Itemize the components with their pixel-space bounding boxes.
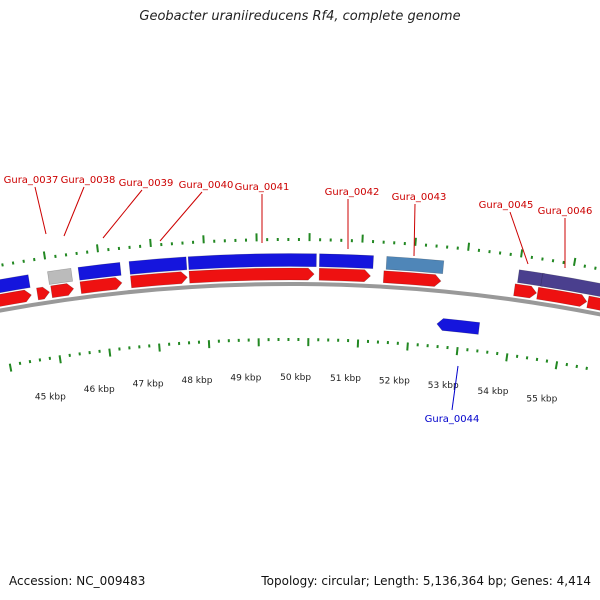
outer-tick-ring [1,233,597,270]
minor-tick [562,260,565,265]
minor-tick [545,359,549,363]
scale-label: 49 kbp [230,374,261,384]
gene-arrow [382,270,442,287]
gene-block [187,253,317,270]
gene-block [128,256,188,275]
major-tick [149,238,152,248]
callout-line [509,211,529,265]
minor-tick [28,359,32,364]
major-tick [108,348,112,357]
scale-label: 46 kbp [84,385,115,395]
scale-label: 53 kbp [428,381,459,391]
minor-tick [575,364,579,369]
major-tick [158,343,161,352]
scale-label: 48 kbp [181,376,212,386]
gene-block [385,256,445,275]
gene-block [0,274,31,294]
callout-line [63,186,85,237]
gene-track-outer [0,253,600,297]
gene-arrow [79,277,123,294]
scale-label: 51 kbp [330,374,361,384]
scale-label: 45 kbp [35,392,66,402]
gene-block [517,269,546,287]
major-tick [505,353,509,362]
scale-label: 54 kbp [478,387,509,397]
gene-block [540,272,600,297]
accession-label: Accession: NC_009483 [9,574,146,588]
gene-callouts: Gura_0037 Gura_0038 Gura_0039 Gura_0040 Gura… [4,175,593,425]
gene-reverse-arrow [436,318,481,335]
gene-arrow [318,267,371,283]
gene-label: Gura_0040 [179,180,234,191]
minor-tick [565,362,569,367]
scale-labels: 45 kbp 46 kbp 47 kbp 48 kbp 49 kbp 50 kbp 51 k… [35,373,558,404]
gene-label: Gura_0038 [61,175,116,186]
callout-line [102,189,143,239]
major-tick [406,342,409,351]
gene-arrow [513,283,537,299]
minor-tick [585,366,588,371]
gene-label: Gura_0037 [4,175,59,186]
backbone-strand [0,282,600,317]
gene-arrow [130,271,188,289]
scale-label: 55 kbp [526,394,557,404]
major-tick [8,363,13,372]
major-tick [467,242,471,251]
gene-block [319,253,374,269]
gene-arrow [36,286,50,301]
major-tick [455,347,459,356]
major-tick [42,251,47,260]
gene-arrow [0,289,32,307]
gene-block [47,267,73,285]
gene-label: Gura_0044 [425,414,480,425]
callout-line [413,203,416,257]
minor-tick [11,261,15,265]
major-tick [414,237,417,246]
backbone-line [0,282,600,317]
gene-label: Gura_0043 [392,192,447,203]
major-tick [96,244,99,253]
major-tick [520,249,524,258]
callout-line [159,191,203,242]
minor-tick [1,263,4,267]
scale-label: 52 kbp [379,377,410,387]
map-title: Geobacter uraniireducens Rf4, complete g… [139,9,461,24]
gene-label: Gura_0045 [479,200,534,211]
callout-line [451,365,459,411]
genome-summary: Topology: circular; Length: 5,136,364 bp… [261,574,591,588]
gene-arrow [586,295,600,311]
gene-arrow [536,286,588,307]
callout-line [34,186,47,235]
gene-block [77,262,122,281]
gene-arrow [188,267,315,284]
gene-track-inner [0,267,600,311]
gene-label: Gura_0041 [235,182,290,193]
scale-label: 50 kbp [280,373,311,383]
gene-track-reverse [436,318,481,335]
minor-tick [18,361,22,365]
gene-label: Gura_0039 [119,178,174,189]
gene-label: Gura_0042 [325,187,380,198]
gene-arrow [50,283,75,299]
scale-label: 47 kbp [133,380,164,390]
major-tick [554,361,559,370]
major-tick [58,355,62,364]
minor-tick [583,264,587,268]
inner-tick-ring [8,337,588,372]
gene-label: Gura_0046 [538,206,593,217]
major-tick [572,257,577,266]
minor-tick [594,266,597,270]
